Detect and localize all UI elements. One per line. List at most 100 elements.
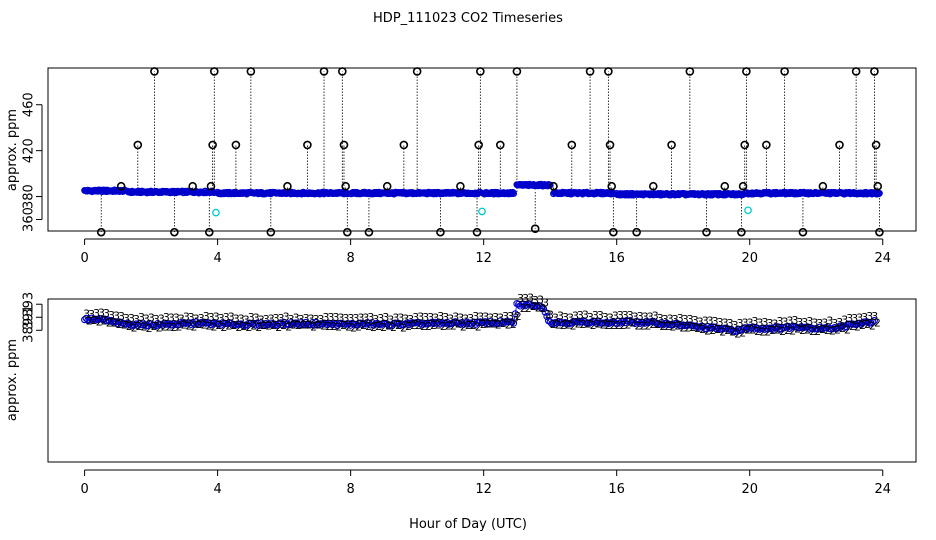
bottom-marker-label: 2 [854,320,861,333]
bottom-marker-label: 3 [402,313,409,326]
bottom-point [265,320,273,328]
top-y-label: approx. ppm [5,109,20,191]
bottom-point [714,324,722,332]
bottom-marker-label: 2 [834,324,841,337]
bottom-marker-label: 2 [126,320,133,333]
bottom-marker-label: 2 [565,319,572,332]
bottom-marker-label: 3 [362,312,369,325]
bottom-marker-label: 2 [405,320,412,333]
bottom-marker-label: 3 [303,312,310,325]
bottom-marker-label: 3 [547,309,554,322]
bottom-marker-label: 3 [707,315,714,328]
bottom-marker-label: 2 [310,321,317,334]
bottom-marker-label: 2 [779,325,786,338]
bottom-point [428,318,436,326]
bottom-marker-label: 3 [462,312,469,325]
bottom-marker-label: 2 [525,302,532,315]
bottom-marker-label: 2 [709,324,716,337]
bottom-marker-label: 3 [777,315,784,328]
bottom-point [320,319,328,327]
bottom-marker-label: 2 [220,321,227,334]
bottom-point [864,318,872,326]
bottom-point [712,325,721,333]
bottom-point [511,310,519,318]
bottom-marker-label: 2 [260,319,267,332]
bottom-marker-label: 3 [787,314,794,327]
top-spike-point [456,181,465,191]
bottom-marker-label: 2 [689,321,696,334]
bottom-marker-label: 2 [225,320,232,333]
bottom-marker-label: 2 [849,320,856,333]
bottom-marker-label: 3 [367,311,374,324]
bottom-marker-label: 2 [215,319,222,332]
bottom-marker-label: 3 [422,311,429,324]
top-spike-point [495,140,505,150]
bottom-x-axis: 0 4 8 12 16 20 24 [80,469,891,497]
bottom-marker-label: 2 [345,320,352,333]
top-spike-point [150,67,159,76]
bottom-marker-label: 3 [552,312,559,325]
bottom-marker-label: 3 [447,312,454,325]
bottom-marker-label: 2 [206,319,213,332]
bottom-marker-label: 3 [801,316,808,329]
bottom-marker-label: 2 [809,325,816,338]
bottom-marker-label: 3 [88,308,95,321]
bottom-point [656,320,664,328]
top-spike-point [605,140,615,150]
top-y-tick-label: 460 [22,92,37,117]
bottom-marker-label: 3 [467,312,474,325]
bottom-marker-label: 2 [679,321,686,334]
bottom-point [418,321,426,329]
bottom-marker-label: 3 [83,308,90,321]
bottom-marker-label: 3 [572,309,579,322]
bottom-point [829,325,837,333]
bottom-marker-label: 3 [253,311,260,324]
bottom-marker-label: 3 [762,316,769,329]
bottom-marker-label: 2 [86,314,93,327]
bottom-marker-label: 2 [410,319,417,332]
bottom-marker-label: 3 [816,317,823,330]
bottom-point [486,318,494,326]
bottom-point [300,320,308,328]
bottom-marker-label: 2 [295,319,302,332]
bottom-y-tick-label: 389 [22,318,37,343]
bottom-marker-label: 3 [826,315,833,328]
top-spike-point [343,227,352,237]
top-spike-point [607,181,617,191]
bottom-marker-label: 2 [659,320,666,333]
bottom-marker-label: 3 [752,315,759,328]
bottom-point [461,319,469,327]
bottom-marker-label: 3 [233,313,240,326]
bottom-point [185,319,193,327]
bottom-marker-label: 2 [510,318,517,331]
bottom-point [160,319,168,327]
bottom-marker-label: 2 [600,319,607,332]
bottom-marker-label: 2 [280,319,287,332]
bottom-point [722,324,730,332]
bottom-point [553,319,561,327]
bottom-marker-label: 3 [308,313,315,326]
bottom-marker-label: 2 [116,318,123,331]
bottom-marker-label: 3 [836,316,843,329]
bottom-point [87,314,95,322]
bottom-panel: 3232323232323232323232323232323232323232… [5,292,917,497]
bottom-point [137,321,145,329]
bottom-point [260,321,268,329]
bottom-point [114,320,122,328]
top-spike-point [341,181,350,191]
bottom-marker-label: 3 [238,312,245,325]
bottom-marker-label: 3 [657,312,664,325]
bottom-marker-label: 2 [699,323,706,336]
bottom-point [81,316,89,324]
bottom-marker-label: 2 [235,321,242,334]
bottom-marker-label: 2 [96,315,103,328]
top-spike-point [648,181,658,191]
bottom-marker-label: 3 [268,312,275,325]
bottom-marker-label: 3 [507,310,514,323]
bottom-marker-label: 2 [141,321,148,334]
bottom-x-tick-label: 0 [80,482,88,497]
bottom-marker-label: 2 [829,325,836,338]
bottom-marker-label: 2 [784,324,791,337]
bottom-marker-label: 2 [355,321,362,334]
top-spike-point [818,181,828,191]
